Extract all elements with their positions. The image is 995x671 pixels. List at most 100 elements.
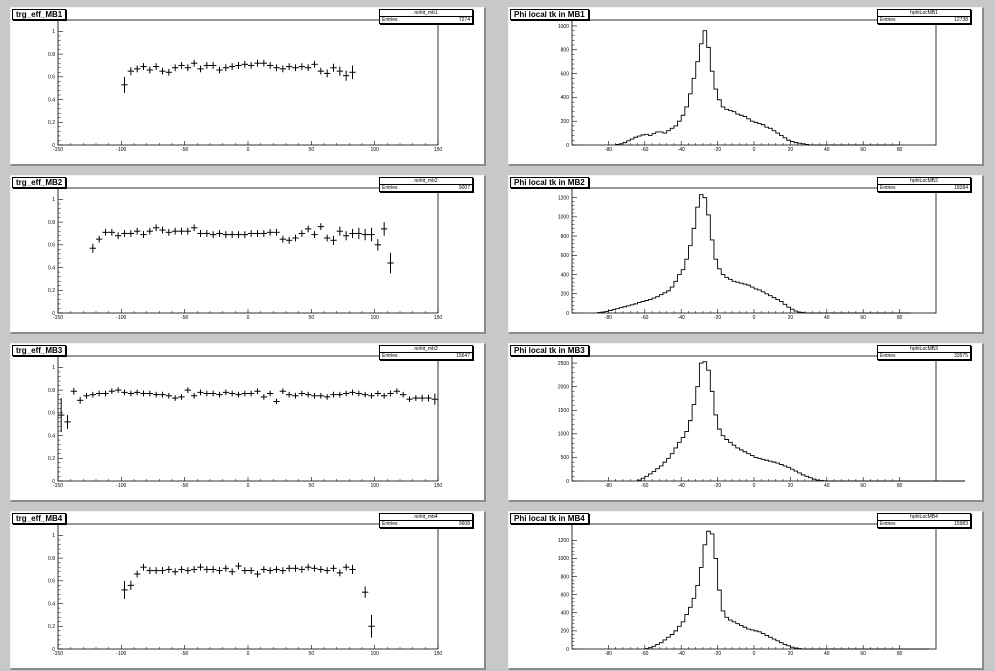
stats-box: hphiLocMB4 Entries 15983: [877, 513, 971, 528]
data-point: [292, 392, 299, 399]
data-point: [279, 388, 286, 395]
data-point: [140, 231, 147, 238]
data-point: [159, 567, 166, 574]
data-point: [362, 228, 369, 241]
histogram-line: [644, 530, 929, 650]
data-point: [140, 63, 147, 70]
data-point: [222, 564, 229, 572]
data-point: [127, 67, 134, 76]
data-point: [229, 63, 236, 70]
chart-title: Phi local tk in MB4: [510, 513, 589, 524]
data-point: [349, 564, 356, 574]
x-tick-label: 80: [897, 147, 903, 153]
stats-row: Entries 12738: [878, 17, 970, 23]
data-point: [260, 566, 267, 573]
data-point: [343, 70, 350, 81]
data-point: [336, 66, 343, 76]
data-point: [83, 392, 90, 399]
data-point: [254, 388, 261, 395]
data-point: [311, 60, 318, 68]
chart-title: trg_eff_MB1: [12, 9, 67, 20]
chart-title: trg_eff_MB2: [12, 177, 67, 188]
data-point: [235, 562, 242, 570]
data-point: [178, 394, 185, 400]
data-point: [127, 580, 134, 590]
y-tick-label: 0.6: [48, 411, 55, 417]
y-tick-label: 2500: [558, 361, 569, 367]
x-tick-label: -40: [678, 315, 685, 321]
data-point: [279, 567, 286, 574]
x-tick-label: -60: [641, 651, 648, 657]
data-point: [222, 64, 229, 72]
y-tick-label: 600: [561, 71, 570, 77]
data-point: [330, 391, 337, 398]
y-tick-label: 0.4: [48, 265, 55, 271]
data-point: [349, 65, 356, 80]
chart-svg: -80 -60 -40 -20 0 20 40 60 800200400600800100012…: [558, 187, 937, 321]
data-point: [286, 564, 293, 572]
data-point: [222, 389, 229, 396]
data-point: [96, 235, 103, 243]
stats-name: hphiLocMB3: [878, 346, 970, 353]
stats-row: Entries 15983: [878, 521, 970, 527]
x-tick-label: -40: [678, 483, 685, 489]
data-point: [121, 230, 128, 237]
chart-svg: -80 -60 -40 -20 0 20 40 60 80 0 500 1000 1500 2000 250…: [558, 355, 966, 489]
data-point: [165, 228, 172, 236]
stats-name: nohit_mb1: [380, 10, 472, 17]
plot-frame: [571, 19, 937, 146]
chart-svg: -150 -100 -50 0 50 100 150 0 0.2 0.4 0.6 0.8 1: [48, 19, 442, 153]
y-tick-label: 0.2: [48, 456, 55, 462]
y-tick-label: 200: [561, 119, 570, 125]
data-point: [153, 224, 160, 232]
stats-name: nohit_mb3: [380, 346, 472, 353]
x-tick-label: 40: [824, 315, 830, 321]
data-point: [134, 227, 141, 235]
data-point: [260, 394, 267, 400]
data-point: [362, 391, 369, 398]
x-tick-label: 100: [370, 147, 379, 153]
data-point: [165, 566, 172, 573]
chart-pad-5: -150 -100 -50 0 50 100 150 0 0.2 0.4 0.6 0.8 1 trg_ef…: [10, 343, 486, 502]
data-point: [197, 563, 204, 571]
data-point: [279, 65, 286, 73]
stats-label: Entries: [880, 353, 896, 359]
data-point: [355, 390, 362, 397]
data-point: [203, 62, 210, 69]
stats-label: Entries: [880, 521, 896, 527]
stats-box: nohit_mb3 Entries 15647: [379, 345, 473, 360]
y-tick-label: 0.8: [48, 556, 55, 562]
data-point: [406, 396, 413, 403]
y-tick-label: 0.2: [48, 120, 55, 126]
data-point: [248, 62, 255, 69]
data-point: [419, 394, 426, 402]
x-tick-label: 100: [370, 651, 379, 657]
data-point: [349, 228, 356, 238]
data-point: [197, 230, 204, 237]
data-point: [102, 390, 109, 397]
y-tick-label: 600: [561, 253, 570, 259]
data-point: [343, 563, 350, 571]
stats-name: hphiLocMB4: [878, 514, 970, 521]
stats-row: Entries 7274: [380, 17, 472, 23]
chart-svg: -150 -100 -50 0 50 100 150 0 0.2 0.4 0.6 0.8 1: [48, 523, 442, 657]
x-tick-label: 80: [897, 651, 903, 657]
x-tick-label: -80: [605, 651, 612, 657]
data-point: [267, 390, 274, 397]
data-point: [159, 226, 166, 234]
histogram-line: [597, 194, 911, 314]
x-tick-label: 20: [788, 651, 794, 657]
x-tick-label: -100: [116, 147, 126, 153]
x-tick-label: 0: [753, 483, 756, 489]
data-point: [311, 392, 318, 399]
data-point: [184, 567, 191, 574]
x-tick-label: 20: [788, 483, 794, 489]
data-point: [292, 564, 299, 572]
y-tick-label: 0: [566, 479, 569, 485]
y-tick-label: 0.6: [48, 243, 55, 249]
data-point: [273, 64, 280, 72]
y-tick-label: 1000: [558, 432, 569, 438]
plot-frame: [57, 523, 439, 650]
data-point: [153, 567, 160, 574]
data-point: [203, 230, 210, 237]
